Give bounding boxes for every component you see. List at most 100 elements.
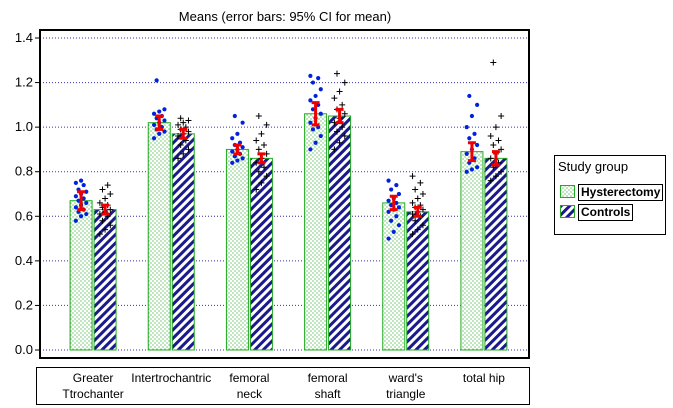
point-hysterectomy xyxy=(73,180,78,185)
point-controls xyxy=(419,222,426,229)
point-controls xyxy=(412,186,419,193)
bar-hysterectomy xyxy=(69,200,93,351)
point-controls xyxy=(104,182,111,189)
point-controls xyxy=(409,231,416,238)
point-controls xyxy=(409,211,416,218)
error-bar-controls xyxy=(413,205,422,218)
point-hysterectomy xyxy=(469,113,475,119)
point-hysterectomy xyxy=(310,80,316,85)
point-controls xyxy=(339,124,346,131)
point-controls xyxy=(255,113,262,119)
point-controls xyxy=(414,226,421,233)
point-hysterectomy xyxy=(151,111,157,116)
legend-label-hysterectomy: Hysterectomy xyxy=(578,184,664,201)
y-tick-label: 0.4 xyxy=(15,253,33,268)
point-controls xyxy=(177,115,184,122)
point-hysterectomy xyxy=(73,194,78,199)
y-tick-label: 0.0 xyxy=(15,342,33,357)
point-controls xyxy=(341,110,348,117)
bars xyxy=(69,113,508,351)
point-controls xyxy=(419,206,426,213)
bar-hysterectomy xyxy=(147,122,171,351)
point-controls xyxy=(99,217,106,224)
point-controls xyxy=(107,191,114,197)
point-hysterectomy xyxy=(240,156,245,161)
point-controls xyxy=(107,222,114,229)
point-controls xyxy=(498,146,505,153)
point-controls xyxy=(341,133,348,140)
point-hysterectomy xyxy=(84,200,89,206)
point-hysterectomy xyxy=(151,136,157,141)
point-controls xyxy=(412,217,419,224)
point-controls xyxy=(487,177,494,184)
category-label: ward's triangle xyxy=(386,371,426,401)
point-controls xyxy=(107,206,114,213)
point-hysterectomy xyxy=(157,109,162,114)
point-controls xyxy=(490,141,497,148)
point-hysterectomy xyxy=(396,205,402,210)
point-controls xyxy=(498,168,505,175)
point-hysterectomy xyxy=(310,107,316,112)
point-controls xyxy=(492,124,499,131)
point-hysterectomy xyxy=(310,127,316,132)
category-label: femoral shaft xyxy=(307,371,348,401)
point-controls xyxy=(336,88,343,95)
error-bar-hysterectomy xyxy=(389,194,398,212)
point-hysterectomy xyxy=(84,189,89,194)
point-controls xyxy=(185,146,192,153)
plot-area-frame xyxy=(39,29,530,359)
point-hysterectomy xyxy=(464,125,469,130)
point-controls xyxy=(255,146,262,153)
point-controls xyxy=(417,179,424,186)
point-hysterectomy xyxy=(464,169,469,174)
point-hysterectomy xyxy=(391,229,396,234)
point-hysterectomy xyxy=(308,73,313,78)
point-hysterectomy xyxy=(162,107,167,112)
y-axis-ticks: 0.0 0.2 0.4 0.6 0.8 1.0 1.2 1.4 xyxy=(15,30,40,357)
point-hysterectomy xyxy=(308,120,313,125)
point-hysterectomy xyxy=(308,98,313,103)
point-hysterectomy xyxy=(151,122,157,128)
point-controls xyxy=(339,101,346,108)
category-label: total hip xyxy=(462,371,505,385)
y-tick-label: 0.8 xyxy=(15,164,33,179)
point-controls xyxy=(99,186,106,193)
point-hysterectomy xyxy=(313,93,318,99)
point-controls xyxy=(96,199,103,206)
point-hysterectomy xyxy=(232,113,237,119)
legend: Study group Hysterectomy Controls xyxy=(554,155,666,235)
error-bars xyxy=(77,101,500,218)
point-controls xyxy=(333,128,340,135)
point-hysterectomy xyxy=(475,165,480,170)
point-hysterectomy xyxy=(389,203,394,208)
point-hysterectomy xyxy=(318,111,323,116)
point-hysterectomy xyxy=(389,218,394,223)
bar-hysterectomy xyxy=(382,202,406,351)
point-hysterectomy xyxy=(78,214,84,219)
point-controls xyxy=(331,95,338,102)
error-bar-controls xyxy=(491,150,500,167)
point-hysterectomy xyxy=(396,191,402,197)
legend-swatch-hysterectomy xyxy=(560,185,575,198)
point-controls xyxy=(487,133,494,140)
category-label: Intertrochantric xyxy=(131,371,212,385)
error-bar-hysterectomy xyxy=(155,114,164,131)
point-hysterectomy xyxy=(396,223,402,228)
point-hysterectomy xyxy=(475,142,480,148)
point-hysterectomy xyxy=(240,120,245,125)
point-controls xyxy=(409,173,416,180)
bar-controls xyxy=(484,157,508,351)
point-hysterectomy xyxy=(386,178,391,183)
point-controls xyxy=(177,141,184,148)
point-controls xyxy=(341,79,348,86)
point-controls xyxy=(253,186,260,193)
point-controls xyxy=(102,226,109,233)
point-hysterectomy xyxy=(472,131,477,136)
data-points xyxy=(73,59,505,241)
point-hysterectomy xyxy=(475,102,480,107)
point-controls xyxy=(258,130,265,137)
point-controls xyxy=(175,155,182,162)
point-hysterectomy xyxy=(230,160,235,165)
y-tick-label: 0.2 xyxy=(15,297,33,312)
point-hysterectomy xyxy=(386,236,391,241)
